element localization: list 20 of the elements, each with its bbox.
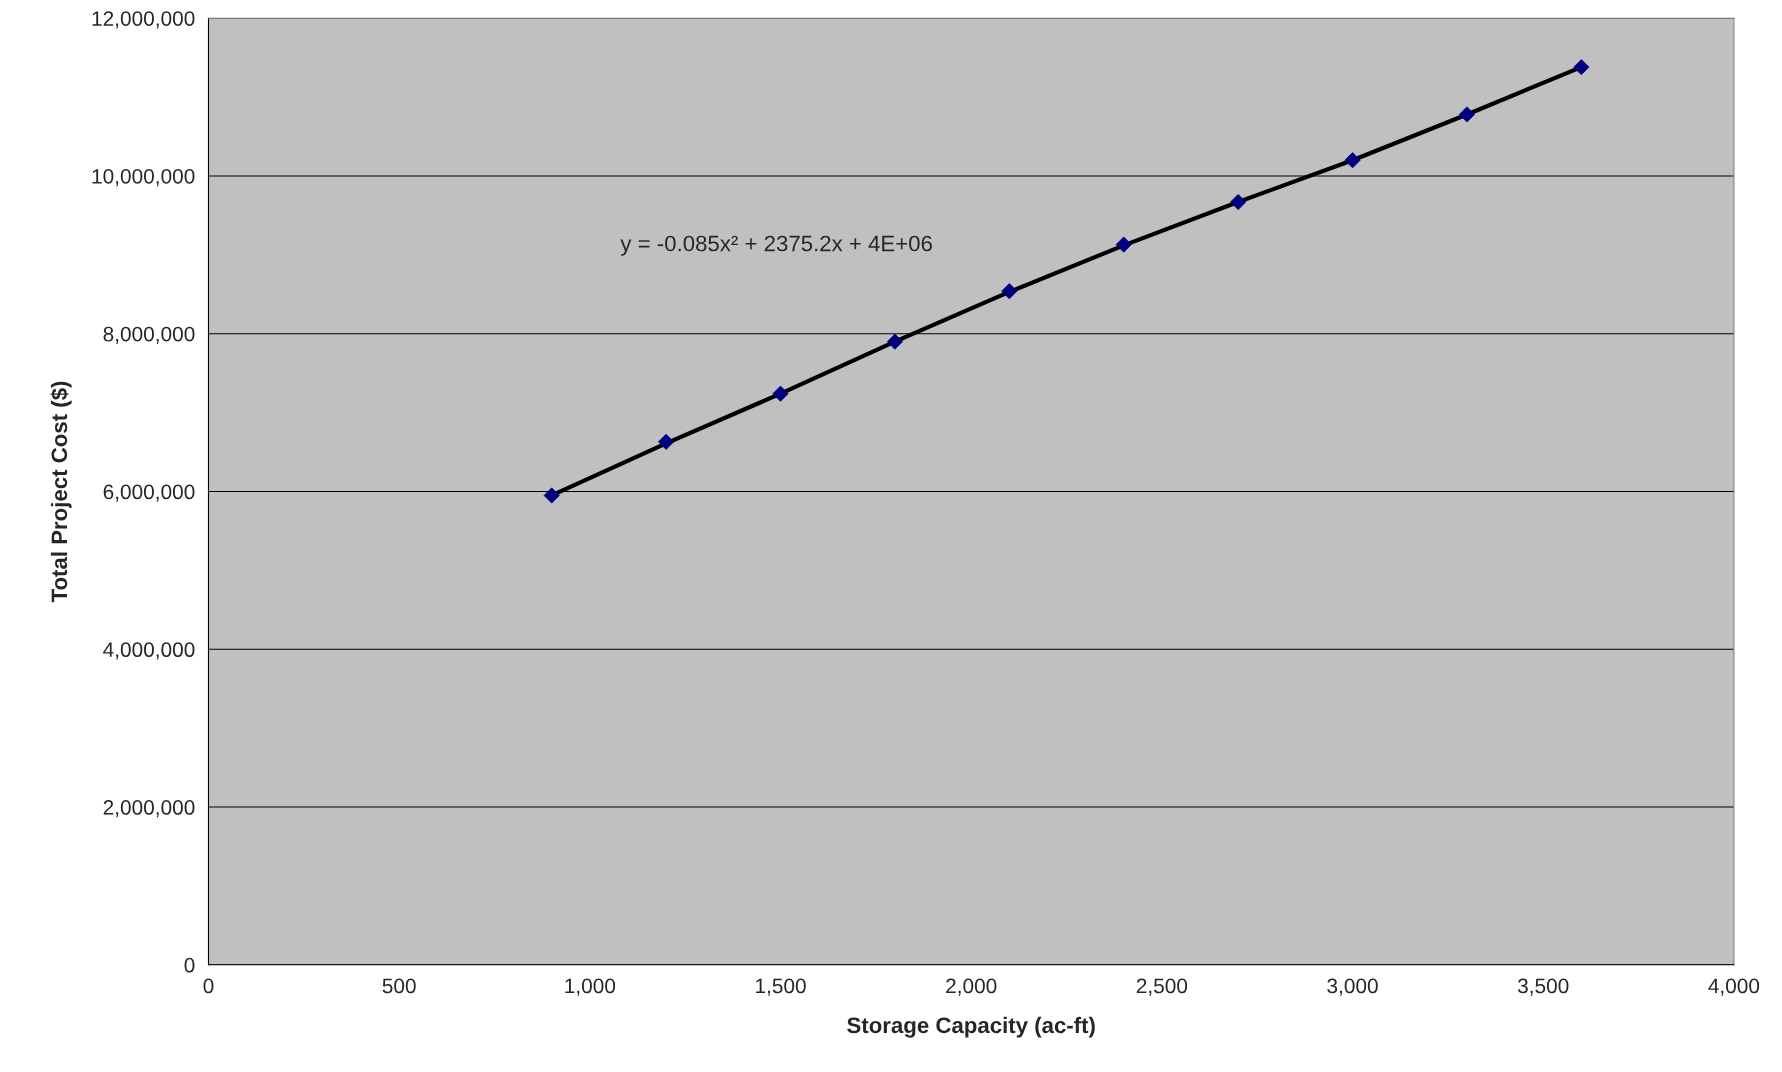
y-tick-label: 2,000,000: [103, 800, 195, 818]
x-axis-title: Storage Capacity (ac-ft): [847, 1016, 1095, 1038]
y-tick-label: 12,000,000: [92, 11, 195, 29]
x-tick-label: 1,500: [756, 978, 806, 996]
annotation: y = -0.085x² + 2375.2x + 4E+06: [620, 235, 932, 256]
y-tick-label: 10,000,000: [92, 168, 195, 187]
x-tick-label: 1,000: [565, 978, 616, 996]
y-axis-title: Total Project Cost ($): [50, 381, 72, 603]
x-tick-label: 2,500: [1136, 978, 1188, 996]
y-tick-label: 8,000,000: [103, 326, 195, 344]
point: [1573, 59, 1590, 76]
x-tick-label: 2,000: [946, 978, 997, 996]
y-tick-label: 4,000,000: [103, 642, 195, 660]
x-tick-label: 500: [382, 978, 416, 994]
y-tick-label: 0: [184, 957, 195, 973]
x-tick-label: 4,000: [1708, 978, 1760, 996]
y-tick-label: 6,000,000: [103, 484, 195, 502]
x-tick-label: 0: [203, 978, 214, 994]
x-tick-label: 3,000: [1327, 978, 1378, 996]
x-tick-label: 3,500: [1517, 978, 1569, 996]
